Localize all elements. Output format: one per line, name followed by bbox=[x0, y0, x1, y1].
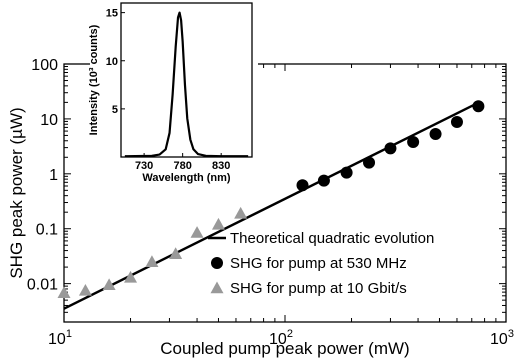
legend-label: SHG for pump at 530 MHz bbox=[230, 255, 407, 272]
point-530mhz bbox=[472, 100, 485, 113]
point-530mhz bbox=[317, 174, 330, 187]
point-10gbits bbox=[102, 278, 116, 291]
inset-background bbox=[90, 0, 258, 186]
y-tick-label: 0.01 bbox=[27, 277, 58, 294]
point-530mhz bbox=[429, 128, 442, 141]
point-530mhz bbox=[384, 142, 397, 155]
inset-x-tick-label: 780 bbox=[173, 160, 191, 172]
theoretical-line bbox=[63, 101, 479, 310]
y-tick-label: 0.1 bbox=[36, 222, 58, 239]
legend-label: Theoretical quadratic evolution bbox=[230, 230, 434, 247]
inset-frame bbox=[120, 2, 253, 158]
point-530mhz bbox=[340, 166, 353, 179]
point-530mhz bbox=[363, 156, 376, 169]
y-axis-title: SHG peak power (µW) bbox=[7, 107, 26, 278]
point-10gbits bbox=[57, 286, 71, 299]
legend-swatch-circle bbox=[211, 257, 223, 269]
x-tick-label: 101 bbox=[48, 328, 72, 348]
inset-y-tick-label: 15 bbox=[106, 8, 118, 20]
inset-x-tick-label: 830 bbox=[212, 160, 230, 172]
inset-y-tick-label: 5 bbox=[112, 104, 118, 116]
inset-y-axis-title: Intensity (10³ counts) bbox=[88, 24, 100, 135]
main-plot: 101 102 103 0.01 0.1 1 10 100 Coupled pump peak … bbox=[7, 57, 514, 358]
point-10gbits bbox=[169, 247, 183, 259]
point-10gbits bbox=[145, 255, 159, 267]
y-tick-label: 1 bbox=[49, 167, 58, 184]
inset-spectrum-line bbox=[124, 11, 249, 158]
point-10gbits bbox=[124, 270, 138, 283]
x-axis-title: Coupled pump peak power (mW) bbox=[160, 339, 409, 358]
inset-y-tick-label: 10 bbox=[106, 56, 118, 68]
inset-x-tick-label: 730 bbox=[135, 160, 153, 172]
inset-plot: 730 780 830 5 10 15 Wavelength (nm) Intensity (… bbox=[88, 0, 258, 186]
y-tick-label: 100 bbox=[31, 57, 58, 74]
x-tick-label: 103 bbox=[490, 328, 514, 348]
point-530mhz bbox=[407, 135, 420, 148]
point-10gbits bbox=[211, 217, 225, 230]
point-10gbits bbox=[78, 283, 92, 296]
point-530mhz bbox=[450, 115, 463, 128]
x-tick-label: 102 bbox=[269, 328, 293, 348]
y-tick-label: 10 bbox=[40, 112, 58, 129]
legend-swatch-triangle bbox=[210, 281, 224, 294]
inset-x-axis-title: Wavelength (nm) bbox=[142, 172, 231, 184]
point-10gbits bbox=[234, 206, 248, 219]
point-10gbits bbox=[190, 226, 204, 238]
point-530mhz bbox=[296, 179, 309, 192]
legend-label: SHG for pump at 10 Gbit/s bbox=[230, 280, 407, 297]
legend: Theoretical quadratic evolution SHG for p… bbox=[208, 230, 434, 297]
